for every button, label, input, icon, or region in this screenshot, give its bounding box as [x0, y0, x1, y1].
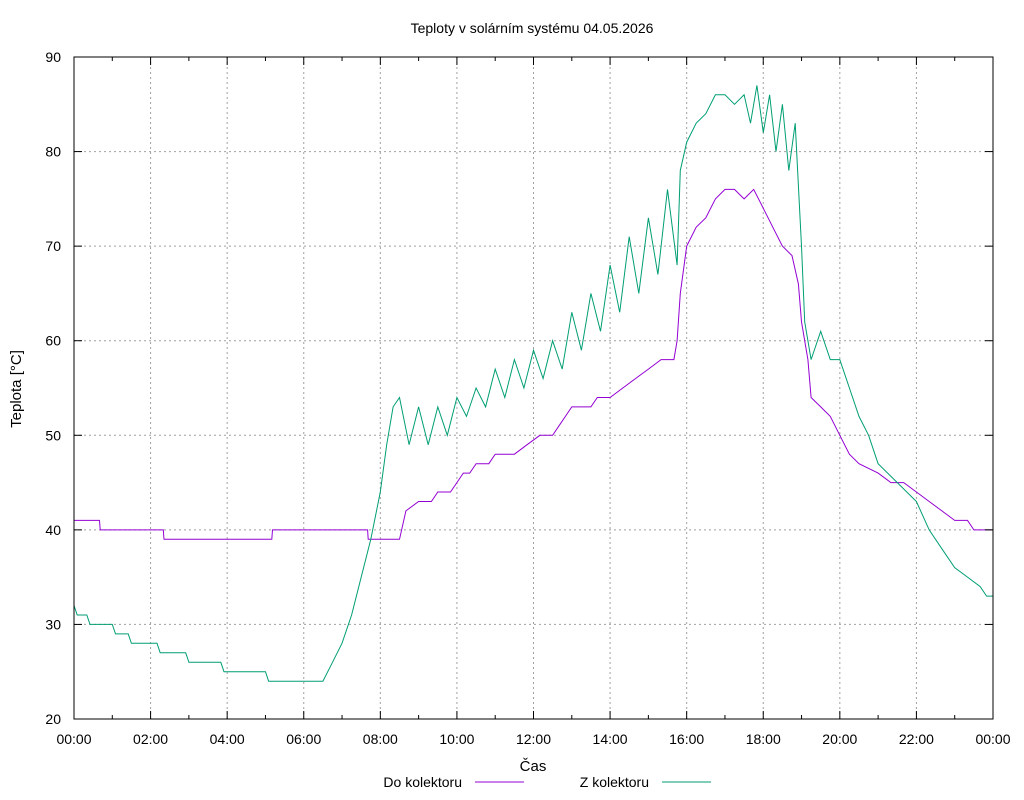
x-tick-label: 06:00 — [286, 731, 321, 747]
series-lines — [73, 85, 993, 682]
x-tick-label: 02:00 — [133, 731, 168, 747]
y-tick-label: 70 — [45, 238, 61, 254]
x-axis-title: Čas — [520, 758, 547, 775]
x-tick-label: 20:00 — [822, 731, 857, 747]
x-tick-label: 08:00 — [363, 731, 398, 747]
legend: Do kolektoru Z kolektoru — [383, 774, 711, 790]
x-tick-label: 14:00 — [593, 731, 628, 747]
y-tick-label: 80 — [45, 144, 61, 160]
x-tick-label: 12:00 — [516, 731, 551, 747]
series-line-2 — [73, 85, 993, 682]
legend-label-1: Do kolektoru — [383, 774, 462, 790]
y-tick-label: 90 — [45, 49, 61, 65]
grid — [74, 57, 993, 719]
y-tick-label: 40 — [45, 522, 61, 538]
x-tick-label: 22:00 — [899, 731, 934, 747]
x-tick-label: 10:00 — [439, 731, 474, 747]
chart-title: Teploty v solárním systému 04.05.2026 — [411, 20, 654, 36]
legend-label-2: Z kolektoru — [580, 774, 649, 790]
series-line-1 — [74, 188, 993, 540]
y-tick-label: 50 — [45, 427, 61, 443]
axis-ticks: 00:00 02:00 04:00 06:00 08:00 10:00 12:00 14:00… — [45, 49, 1010, 747]
y-tick-label: 30 — [45, 616, 61, 632]
x-tick-label: 18:00 — [746, 731, 781, 747]
x-tick-label: 16:00 — [669, 731, 704, 747]
x-tick-label: 04:00 — [210, 731, 245, 747]
y-tick-label: 20 — [45, 711, 61, 727]
y-axis-title: Teplota [°C] — [8, 350, 25, 428]
y-tick-label: 60 — [45, 333, 61, 349]
x-tick-label: 00:00 — [56, 731, 91, 747]
x-tick-label: 00:00 — [975, 731, 1010, 747]
